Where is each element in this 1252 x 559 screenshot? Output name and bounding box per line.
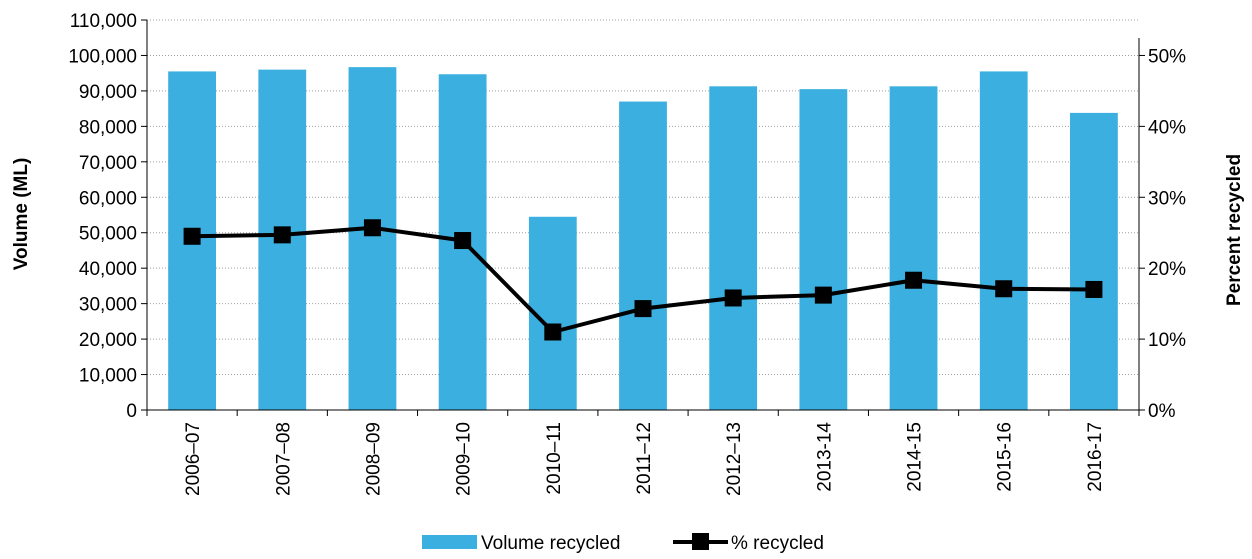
y-tick-label: 70,000 [79, 153, 137, 174]
x-tick-label: 2012–13 [724, 422, 745, 496]
bar [799, 89, 847, 410]
x-tick-label: 2014-15 [905, 422, 926, 492]
bar [709, 86, 757, 410]
x-tick-label: 2008–09 [363, 422, 384, 496]
y2-tick-label: 50% [1148, 46, 1186, 67]
line-marker [184, 228, 201, 245]
y-tick-label: 10,000 [79, 366, 137, 387]
line-marker [1085, 281, 1102, 298]
x-tick-label: 2007–08 [273, 422, 294, 496]
y2-axis-title: Percent recycled [1224, 154, 1245, 306]
x-tick-label: 2015-16 [995, 422, 1016, 492]
y-tick-label: 0 [126, 401, 137, 422]
y2-tick-label: 10% [1148, 330, 1186, 351]
y-tick-label: 110,000 [70, 11, 137, 32]
line-marker [815, 287, 832, 304]
y2-tick-label: 20% [1148, 259, 1186, 280]
x-axis-tick-labels: 2006–07 2007–08 2008–09 2009–10 2010–11 2011–… [183, 422, 1106, 496]
y-tick-label: 100,000 [68, 46, 137, 67]
y-axis-tick-labels: 0 10,000 20,000 30,000 40,000 50,000 60,000 70,… [68, 11, 137, 422]
line-marker [364, 219, 381, 236]
bar [890, 86, 938, 410]
legend-swatch-volume-recycled [422, 535, 477, 549]
line-marker [544, 324, 561, 341]
bar [619, 102, 667, 410]
x-tick-label: 2013-14 [814, 422, 835, 492]
bar [349, 67, 397, 410]
line-marker [905, 272, 922, 289]
bar [980, 71, 1028, 410]
y-tick-label: 30,000 [79, 295, 137, 316]
y-tick-label: 80,000 [79, 117, 137, 138]
y2-tick-label: 30% [1148, 188, 1186, 209]
legend-marker-percent-recycled [692, 533, 709, 550]
line-marker [274, 226, 291, 243]
y-axis-title: Volume (ML) [11, 158, 32, 271]
legend-label-volume-recycled: Volume recycled [481, 533, 620, 554]
x-tick-label: 2016-17 [1085, 422, 1106, 492]
y-tick-label: 90,000 [79, 82, 137, 103]
x-tick-label: 2009–10 [454, 422, 475, 496]
x-tick-label: 2010–11 [544, 422, 565, 495]
line-marker [454, 232, 471, 249]
y-tick-label: 40,000 [79, 259, 137, 280]
bar-series-volume-recycled [168, 67, 1118, 410]
bar [1070, 113, 1118, 410]
x-tick-label: 2011–12 [634, 422, 655, 495]
y-tick-label: 20,000 [79, 330, 137, 351]
line-marker [635, 300, 652, 317]
line-marker [995, 280, 1012, 297]
x-tick-label: 2006–07 [183, 422, 204, 496]
legend: Volume recycled % recycled [422, 533, 824, 554]
line-marker [725, 289, 742, 306]
y2-tick-label: 0% [1148, 401, 1176, 422]
y2-axis-tick-labels: 0% 10% 20% 30% 40% 50% [1148, 46, 1186, 422]
y-tick-label: 60,000 [79, 188, 137, 209]
legend-label-percent-recycled: % recycled [731, 533, 824, 554]
y-tick-label: 50,000 [79, 224, 137, 245]
y2-tick-label: 40% [1148, 117, 1186, 138]
